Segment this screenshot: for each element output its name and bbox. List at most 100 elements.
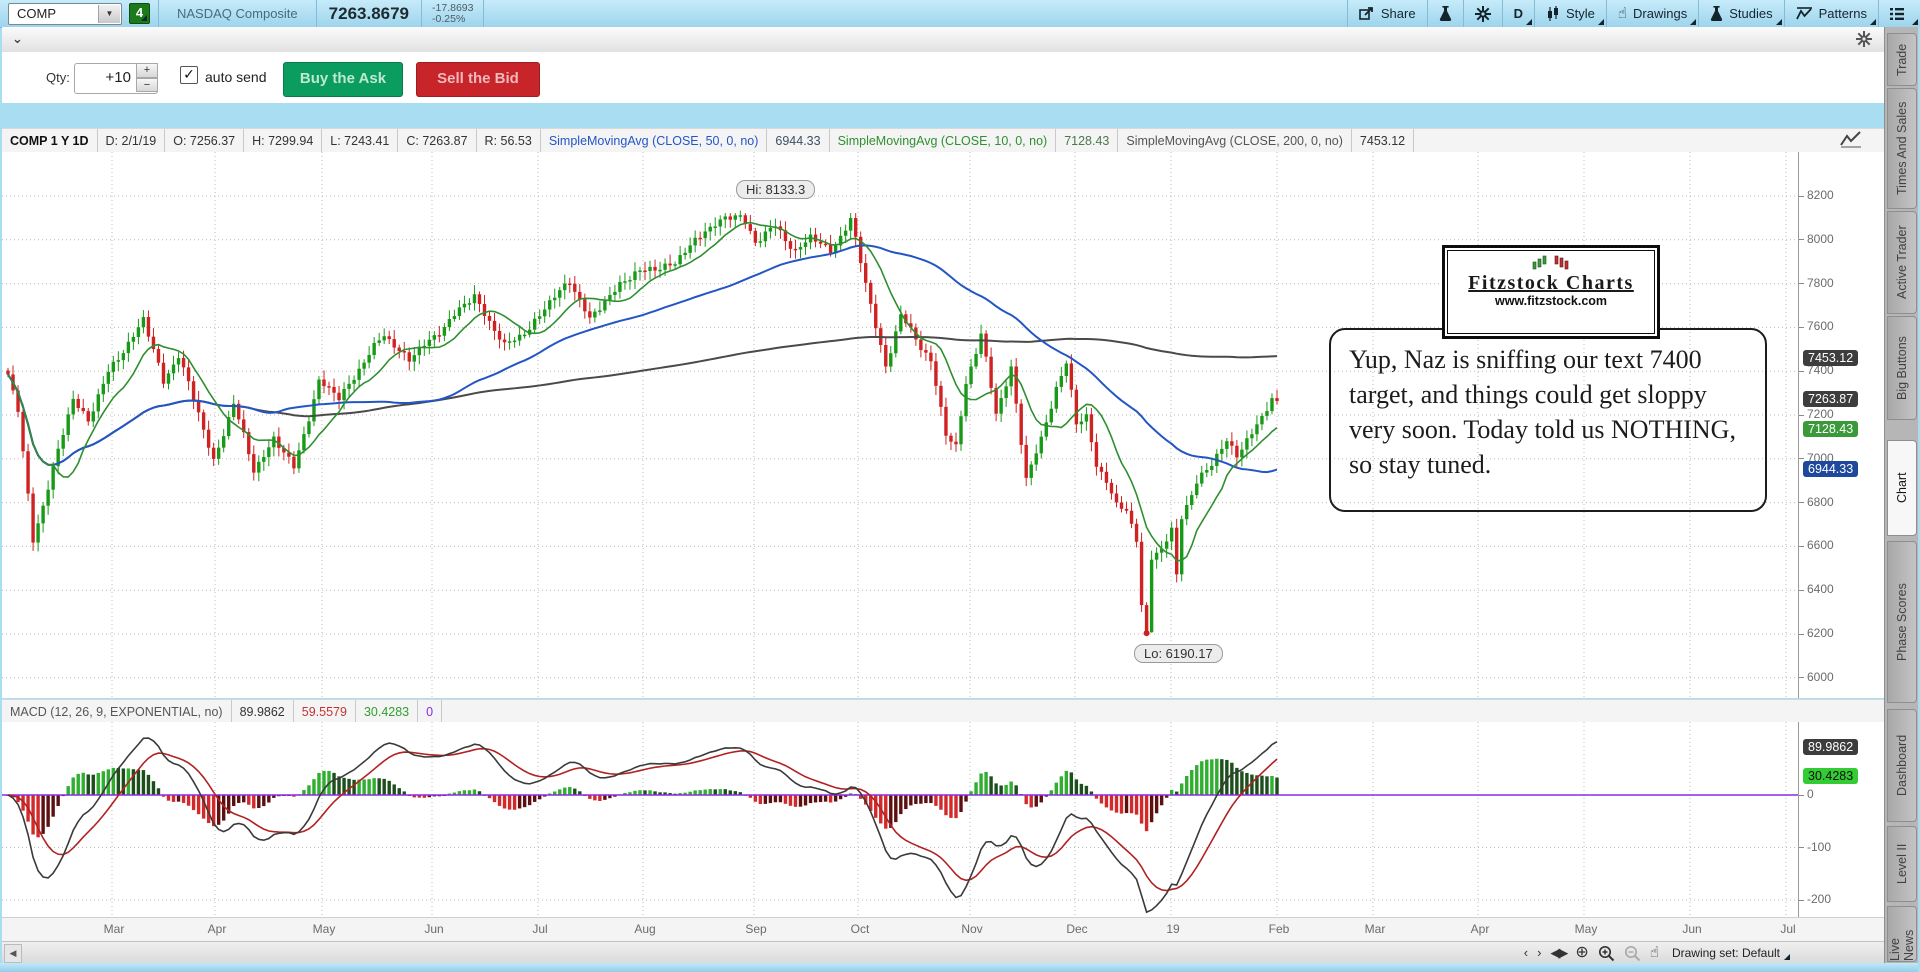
sidebar-tab-level-ii[interactable]: Level II	[1887, 826, 1917, 902]
macd-cell-2[interactable]: 59.5579	[294, 700, 356, 723]
logo-url: www.fitzstock.com	[1494, 294, 1608, 308]
month-label-jul: Jul	[1780, 922, 1796, 936]
symbol-combobox[interactable]: COMP ▼	[8, 2, 122, 25]
sidebar-tab-live-news[interactable]: Live News	[1887, 906, 1917, 962]
time-axis[interactable]: Mar Apr May Jun Jul Aug Sep Oct Nov Dec 19 Feb Mar Ap…	[2, 917, 1884, 942]
expand-horizontal-icon[interactable]: ◀▶	[1550, 945, 1568, 960]
symbol-dropdown-button[interactable]: ▼	[98, 4, 120, 23]
timeframe-button[interactable]: D	[1501, 0, 1534, 27]
sidebar-tab-times-and-sales[interactable]: Times And Sales	[1887, 88, 1917, 209]
sell-the-bid-button[interactable]: Sell the Bid	[416, 62, 540, 97]
ohlc-cell-12[interactable]: 7453.12	[1352, 129, 1415, 152]
ohlc-cell-3[interactable]: H: 7299.94	[244, 129, 323, 152]
style-button[interactable]: Style	[1533, 0, 1606, 27]
price-tick-dash	[1799, 458, 1804, 460]
ohlc-cell-10[interactable]: 7128.43	[1056, 129, 1119, 152]
low-marker-dot	[1143, 630, 1150, 637]
month-label-apr: Apr	[1470, 922, 1490, 936]
price-plot[interactable]	[2, 152, 1798, 698]
price-tick-dash	[1799, 633, 1804, 635]
macd-axis[interactable]: 0 -100 -200 89.9862 30.4283	[1798, 722, 1885, 917]
ohlc-cell-7[interactable]: SimpleMovingAvg (CLOSE, 50, 0, no)	[541, 129, 768, 152]
ohlc-cell-5[interactable]: C: 7263.87	[398, 129, 477, 152]
price-tick-label: 7800	[1807, 275, 1834, 290]
fitzstock-logo-box: Fitzstock Charts www.fitzstock.com	[1442, 245, 1660, 339]
gadget-header-bar: ⌄	[2, 27, 1884, 53]
sidebar-tab-active-trader[interactable]: Active Trader	[1887, 211, 1917, 314]
ohlc-cell-1[interactable]: D: 2/1/19	[98, 129, 166, 152]
quantity-stepper[interactable]: +10 + −	[74, 63, 158, 94]
macd-plot[interactable]	[2, 722, 1798, 917]
zoom-out-icon[interactable]	[1624, 945, 1641, 962]
share-button[interactable]: Share	[1346, 0, 1427, 27]
auto-send-checkbox[interactable]: ✓	[180, 66, 198, 84]
order-entry-bar: Qty: +10 + − ✓ auto send Buy the Ask Sel…	[2, 52, 1884, 103]
ohlc-cell-6[interactable]: R: 56.53	[477, 129, 541, 152]
sidebar-tab-dashboard[interactable]: Dashboard	[1887, 709, 1917, 822]
sun-settings-icon	[1474, 5, 1491, 22]
ohlc-cell-0: COMP 1 Y 1D	[2, 129, 98, 152]
gadget-settings-gear-icon[interactable]	[1856, 31, 1872, 47]
month-label-dec: Dec	[1066, 922, 1088, 936]
chart-ohlc-header: COMP 1 Y 1D D: 2/1/19 O: 7256.37 H: 7299.94…	[2, 128, 1884, 153]
drawing-set-selector[interactable]: Drawing set: Default	[1668, 944, 1792, 962]
qty-decrement-button[interactable]: −	[136, 77, 158, 92]
high-annotation-bubble: Hi: 8133.3	[736, 180, 816, 199]
qty-increment-button[interactable]: +	[136, 63, 158, 78]
ohlc-cell-4[interactable]: L: 7243.41	[322, 129, 399, 152]
qty-label: Qty:	[46, 70, 70, 85]
macd-tick-dash	[1799, 899, 1804, 901]
chart-resize-icon[interactable]	[1840, 131, 1862, 148]
pan-left-icon[interactable]: ‹	[1523, 945, 1529, 960]
month-label-mar: Mar	[1364, 922, 1386, 936]
sidebar-tab-phase-scores[interactable]: Phase Scores	[1887, 541, 1917, 703]
macd-tick-label: -100	[1807, 839, 1832, 854]
price-tick-label: 7600	[1807, 319, 1834, 334]
month-label-jun: Jun	[424, 922, 444, 936]
sidebar-tab-big-buttons[interactable]: Big Buttons	[1887, 316, 1917, 420]
price-bubble: 7263.87	[1803, 391, 1859, 407]
zoom-in-icon[interactable]	[1598, 945, 1615, 962]
ohlc-cell-9[interactable]: SimpleMovingAvg (CLOSE, 10, 0, no)	[830, 129, 1057, 152]
price-tick-dash	[1799, 545, 1804, 547]
sma-10-line	[7, 221, 1278, 562]
menu-button[interactable]	[1878, 0, 1920, 27]
ohlc-cell-8[interactable]: 6944.33	[767, 129, 830, 152]
macd-cell-3[interactable]: 30.4283	[356, 700, 419, 723]
month-label-jul: Jul	[532, 922, 548, 936]
price-tick-label: 6800	[1807, 494, 1834, 509]
month-label-aug: Aug	[634, 922, 656, 936]
hamburger-icon	[1890, 7, 1904, 20]
macd-cell-1[interactable]: 89.9862	[232, 700, 294, 723]
price-tick-label: 6600	[1807, 538, 1834, 553]
macd-bubble: 30.4283	[1803, 768, 1859, 784]
studies-button[interactable]: Studies	[1698, 0, 1783, 27]
scroll-left-button[interactable]: ◀	[4, 944, 22, 963]
collapse-chevron-icon[interactable]: ⌄	[12, 31, 23, 46]
link-group-badge[interactable]: 4	[129, 3, 150, 24]
price-tick-label: 6200	[1807, 626, 1834, 640]
onDemand-button[interactable]	[1426, 0, 1463, 27]
pan-right-icon[interactable]: ›	[1537, 945, 1542, 960]
price-tick-dash	[1799, 239, 1804, 241]
crosshair-icon[interactable]: ⊕	[1575, 944, 1589, 961]
month-label-oct: Oct	[850, 922, 870, 936]
sidebar-tab-trade[interactable]: Trade	[1887, 33, 1917, 86]
instrument-name: NASDAQ Composite	[177, 6, 298, 21]
ohlc-cell-11[interactable]: SimpleMovingAvg (CLOSE, 200, 0, no)	[1118, 129, 1352, 152]
macd-tick-dash	[1799, 847, 1804, 848]
sidebar-tab-chart[interactable]: Chart	[1887, 440, 1917, 536]
month-label-jun: Jun	[1682, 922, 1702, 936]
drawings-button[interactable]: ☝ Drawings	[1605, 0, 1698, 27]
macd-cell-4[interactable]: 0	[418, 700, 443, 723]
logo-name: Fitzstock Charts	[1468, 272, 1634, 294]
buy-the-ask-button[interactable]: Buy the Ask	[283, 62, 403, 97]
ohlc-cell-2[interactable]: O: 7256.37	[165, 129, 245, 152]
price-bubble: 6944.33	[1803, 461, 1859, 477]
appearance-settings-button[interactable]	[1462, 0, 1502, 27]
patterns-button[interactable]: Patterns	[1783, 0, 1878, 27]
hand-icon: ☝	[1617, 5, 1628, 22]
price-axis[interactable]: 8200 8000 7800 7600 7400 7200 7000 6800 6600 6400…	[1798, 152, 1885, 698]
pan-hand-icon[interactable]: ☝	[1649, 944, 1659, 961]
